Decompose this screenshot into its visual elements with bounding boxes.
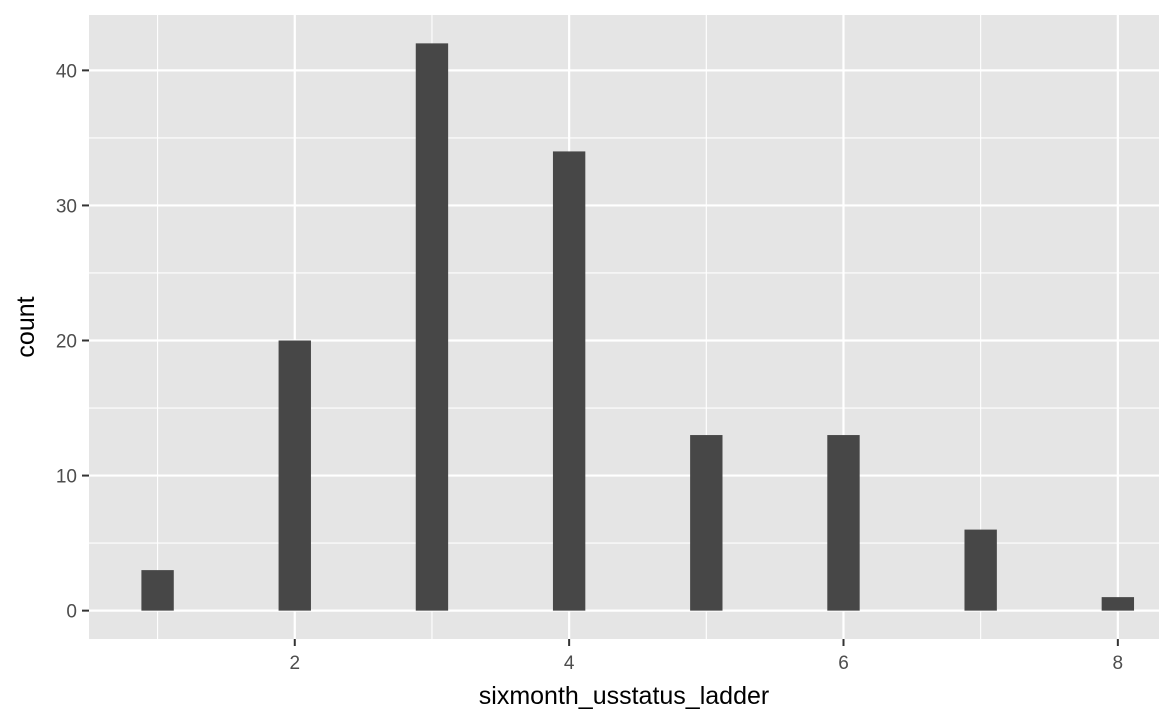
bar: [141, 570, 174, 611]
bar: [827, 435, 860, 611]
x-axis-title: sixmonth_usstatus_ladder: [479, 682, 769, 710]
bar: [278, 340, 311, 611]
bar: [552, 151, 586, 611]
y-tick-label: 0: [66, 602, 77, 623]
y-tick-label: 20: [56, 332, 77, 353]
x-tick-label: 6: [838, 653, 849, 674]
y-tick-label: 10: [56, 467, 77, 488]
y-axis-title: count: [12, 296, 40, 357]
bar: [964, 529, 997, 611]
x-tick-label: 4: [564, 653, 575, 674]
x-tick-label: 8: [1113, 653, 1124, 674]
bar: [415, 43, 449, 611]
x-tick-label: 2: [289, 653, 300, 674]
y-tick-label: 30: [56, 196, 77, 217]
bar: [1101, 597, 1135, 611]
x-axis-ticks: 2 4 6 8: [289, 639, 1123, 674]
bars: [141, 43, 1135, 611]
y-axis-ticks: 0 10 20 30 40: [56, 61, 89, 623]
plot-panel: [89, 15, 1159, 639]
bar: [690, 435, 723, 611]
y-tick-label: 40: [56, 61, 77, 82]
